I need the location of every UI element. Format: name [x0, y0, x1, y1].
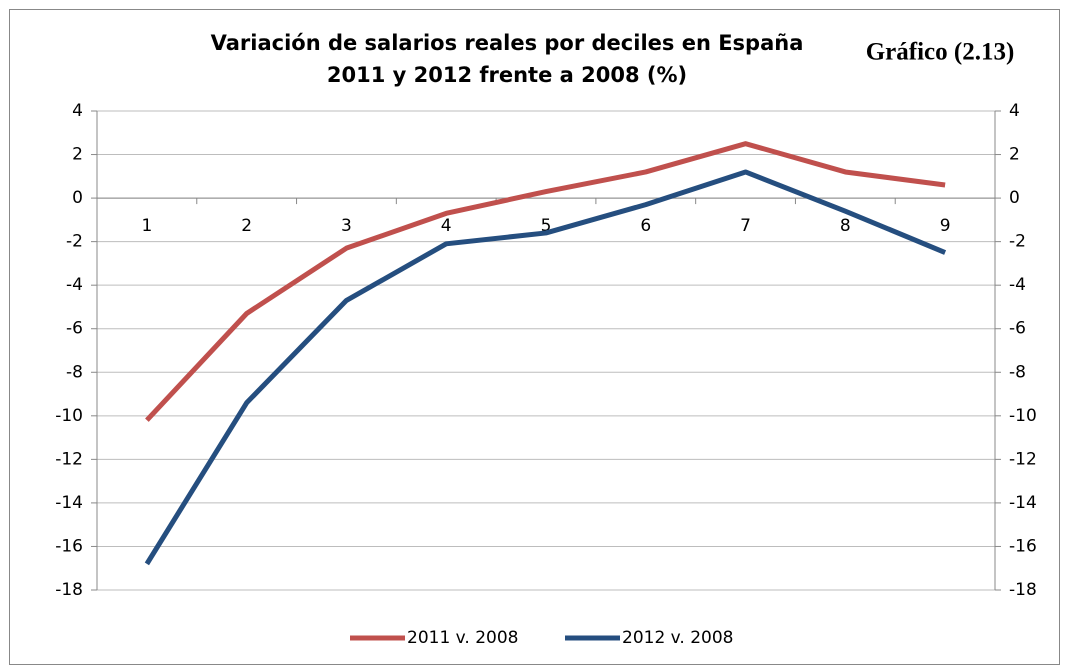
x-tick-label: 8	[840, 216, 851, 236]
legend-label: 2011 v. 2008	[407, 628, 518, 648]
x-tick-label: 6	[640, 216, 651, 236]
y2-tick-label: -14	[1009, 493, 1037, 513]
y-tick-label: 2	[72, 145, 83, 165]
y-tick-label: -4	[66, 275, 83, 295]
data-line	[145, 141, 946, 422]
x-tick-label: 5	[541, 216, 552, 236]
x-tick-label: 1	[141, 216, 152, 236]
y2-tick-label: 0	[1009, 188, 1020, 208]
y2-tick-label: -18	[1009, 580, 1037, 600]
x-tick-label: 4	[441, 216, 452, 236]
annotation: Gráfico (2.13)	[866, 39, 1015, 66]
y-tick-label: -8	[66, 362, 83, 382]
y2-tick-label: -12	[1009, 449, 1037, 469]
legend-label: 2012 v. 2008	[622, 628, 733, 648]
y-tick-label: -14	[55, 493, 83, 513]
y-tick-label: -10	[55, 406, 83, 426]
y2-tick-label: -8	[1009, 362, 1026, 382]
y2-tick-label: 4	[1009, 101, 1020, 121]
y2-tick-label: -10	[1009, 406, 1037, 426]
data-line	[144, 169, 947, 566]
y2-tick-label: 2	[1009, 145, 1020, 165]
y-tick-label: -18	[55, 580, 83, 600]
y-tick-label: -12	[55, 449, 83, 469]
y-tick-label: -6	[66, 319, 83, 339]
chart-title: 2011 y 2012 frente a 2008 (%)	[327, 63, 687, 87]
chart-title: Variación de salarios reales por deciles…	[211, 31, 804, 55]
x-tick-label: 9	[940, 216, 951, 236]
y-tick-label: 4	[72, 101, 83, 121]
y2-tick-label: -4	[1009, 275, 1026, 295]
x-tick-label: 3	[341, 216, 352, 236]
chart-frame	[9, 9, 1060, 665]
x-tick-label: 7	[740, 216, 751, 236]
y2-tick-label: -6	[1009, 319, 1026, 339]
x-tick-label: 2	[241, 216, 252, 236]
y2-tick-label: -2	[1009, 232, 1026, 252]
y-tick-label: -16	[55, 536, 83, 556]
y-tick-label: -2	[66, 232, 83, 252]
y2-tick-label: -16	[1009, 536, 1037, 556]
y-tick-label: 0	[72, 188, 83, 208]
